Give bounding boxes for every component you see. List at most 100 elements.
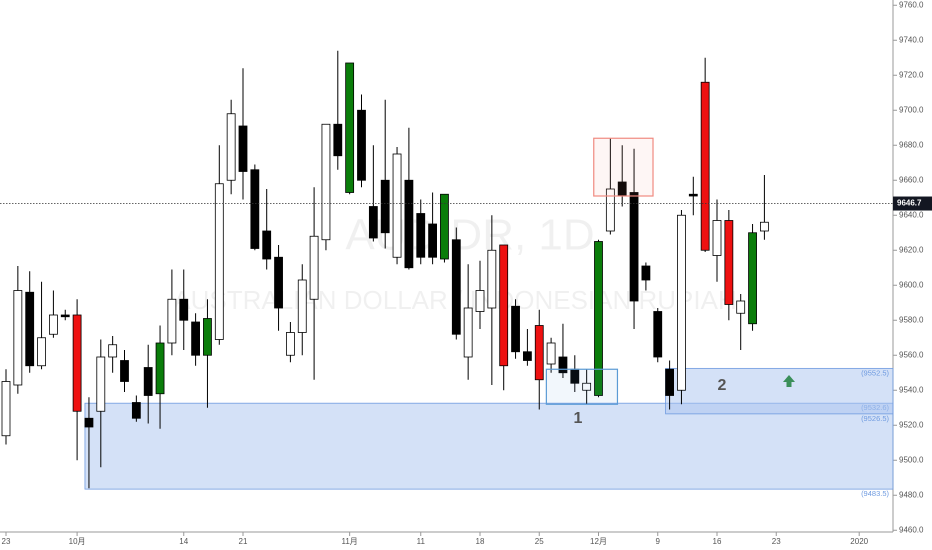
y-tick-label: 9520.0 (899, 420, 924, 429)
candle-body (238, 125, 248, 172)
y-tick-label: 9740.0 (899, 35, 924, 44)
candle-body (736, 300, 746, 314)
candle-body (321, 123, 331, 241)
candle-body (72, 314, 82, 412)
candle-body (25, 291, 35, 367)
y-tick-label: 9500.0 (899, 455, 924, 464)
candle-body (13, 290, 23, 386)
candle-body (463, 307, 473, 358)
x-tick-label: 18 (476, 537, 485, 546)
candle-body (440, 193, 449, 260)
candle-body (523, 351, 532, 361)
y-tick-label: 9760.0 (899, 0, 924, 9)
annotation: 2 (718, 377, 727, 394)
candle-body (511, 305, 520, 353)
candle-body (297, 279, 307, 333)
candle-body (203, 318, 212, 356)
candle-body (49, 314, 58, 335)
y-tick-label: 9480.0 (899, 490, 924, 499)
candle-body (724, 220, 734, 305)
last-price-label: 9646.7 (897, 199, 922, 208)
candle-body (534, 325, 544, 381)
candle-body (451, 239, 461, 335)
candle-body (37, 337, 46, 367)
last-price-tag (893, 196, 932, 211)
candle-body (653, 311, 663, 358)
x-tick-label: 12月 (590, 537, 607, 546)
y-tick-label: 9660.0 (899, 175, 924, 184)
candle-body (179, 298, 189, 321)
arrow-up (783, 375, 795, 387)
candle-body (155, 342, 165, 395)
x-tick-label: 14 (179, 537, 188, 546)
candle-body (226, 113, 236, 181)
candle-body (357, 109, 366, 181)
x-tick-label: 21 (239, 537, 248, 546)
y-tick-label: 9680.0 (899, 140, 924, 149)
candle-body (641, 265, 651, 281)
candle-body (760, 221, 769, 232)
x-tick-label: 16 (713, 537, 722, 546)
x-tick-label: 23 (2, 537, 11, 546)
candle-body (108, 344, 118, 358)
support-zone (84, 402, 894, 490)
annotation: 1 (574, 410, 583, 427)
candle-body (167, 298, 177, 344)
candle-body (309, 235, 319, 300)
candle-body (629, 192, 639, 302)
x-tick-label: 10月 (69, 537, 86, 546)
x-tick-label: 9 (656, 537, 661, 546)
candle-body (250, 169, 260, 249)
candle-body (392, 153, 402, 258)
candle-body (594, 241, 603, 396)
candle-body (285, 332, 295, 356)
candle-body (487, 249, 497, 309)
x-tick-label: 2020 (850, 537, 868, 546)
candle-body (380, 179, 390, 234)
candle-body (143, 367, 153, 396)
candle-body (191, 321, 201, 356)
candle-body (475, 290, 485, 312)
candle-body (262, 230, 272, 260)
candle-body (131, 402, 141, 419)
x-tick-label: 11月 (341, 537, 357, 546)
candle-body (404, 179, 414, 269)
candle-body (274, 256, 283, 309)
annotation-box (593, 137, 654, 197)
x-tick-label: 11 (417, 537, 426, 546)
candle-body (677, 214, 686, 391)
candle-body (712, 220, 722, 256)
zone-label: (9552.5) (861, 368, 889, 377)
x-tick-label: 23 (772, 537, 781, 546)
candle-body (60, 314, 70, 318)
candle-body (748, 232, 757, 325)
zone-label: (9483.5) (861, 489, 889, 498)
candle-body (700, 81, 710, 251)
candle-body (120, 360, 129, 382)
candle-body (665, 368, 674, 396)
candle-body (499, 244, 509, 367)
x-tick-label: 25 (535, 537, 544, 546)
y-tick-label: 9720.0 (899, 70, 924, 79)
y-tick-label: 9560.0 (899, 350, 924, 359)
candle-body (546, 342, 556, 365)
y-tick-label: 9620.0 (899, 245, 924, 254)
candle-body (368, 206, 378, 239)
y-tick-label: 9700.0 (899, 105, 924, 114)
candle-body (428, 223, 438, 258)
candle-body (345, 62, 355, 193)
y-tick-label: 9460.0 (899, 525, 924, 534)
y-tick-label: 9540.0 (899, 385, 924, 394)
candle-body (1, 381, 11, 437)
candle-body (96, 356, 106, 412)
y-tick-label: 9580.0 (899, 315, 924, 324)
candle-body (84, 417, 94, 428)
candle-body (333, 123, 343, 157)
candle-body (214, 183, 224, 340)
candle-body (582, 382, 592, 391)
candle-body (688, 193, 698, 197)
candle-body (558, 356, 568, 374)
candle-body (605, 188, 615, 232)
annotation-box (545, 368, 619, 405)
